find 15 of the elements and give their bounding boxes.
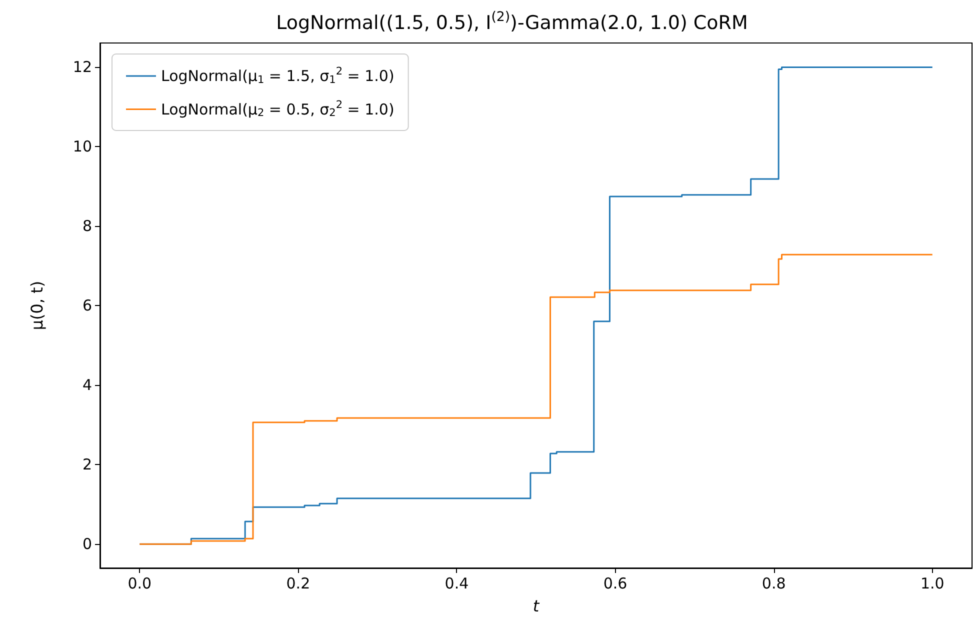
y-axis-title: μ(0, t) (28, 280, 46, 330)
y-tick-label: 2 (82, 456, 92, 474)
x-tick-label: 0.4 (444, 574, 469, 592)
y-tick-label: 0 (82, 535, 92, 554)
y-tick-label: 12 (72, 58, 92, 76)
y-tick-label: 10 (72, 137, 92, 156)
x-tick-label: 0.2 (286, 574, 310, 592)
x-tick-label: 0.6 (603, 574, 628, 592)
x-tick-label: 0.0 (128, 574, 152, 592)
x-tick-label: 0.8 (762, 574, 786, 592)
x-tick-label: 1.0 (920, 574, 944, 592)
x-axis-title: t (532, 596, 540, 616)
y-tick-label: 4 (82, 376, 92, 394)
y-tick-label: 6 (82, 296, 92, 314)
y-tick-label: 8 (82, 216, 92, 235)
